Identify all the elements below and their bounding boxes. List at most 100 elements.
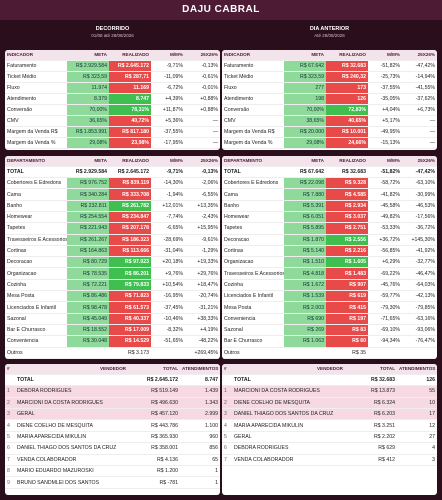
indicator-panel: INDICADOR META REALIZADO M/M% 25X26% Faturame… <box>222 50 437 150</box>
cell: R$ 22.098 <box>284 177 326 190</box>
seller-table: # VENDEDOR TOTAL ATENDIMENTOS TOTAL R$ 2.645.… <box>5 364 220 489</box>
column-header: REALIZADO <box>326 50 368 61</box>
cell: Margem da Venda R$ <box>222 126 284 138</box>
cell: +5,36% <box>151 115 185 127</box>
cell: Ticket Médio <box>5 71 67 83</box>
cell: -20,74% <box>185 290 220 303</box>
cell: -14,94% <box>402 71 437 83</box>
cell: -45,58% <box>368 200 402 212</box>
row: Tapetes R$ 5.895 R$ 2.751 -53,33% -36,72% <box>222 222 437 235</box>
seller-panel: # VENDEDOR TOTAL ATENDIMENTOS TOTAL R$ 32.683… <box>222 364 437 495</box>
cell: +145,30% <box>402 234 437 246</box>
cell: BRUNO SANDMLEI DOS SANTOS <box>15 476 128 489</box>
cell: Outros <box>5 347 67 359</box>
cell: R$ 6.324 <box>345 397 397 410</box>
cell: R$ 323,59 <box>67 71 109 83</box>
cell: R$ 907 <box>326 279 368 292</box>
row: Fluxo 11.974 11.169 -6,72% -0,01% <box>5 82 220 94</box>
cell: Cobertores E Edredons <box>5 177 67 190</box>
cell: +0,88% <box>185 104 220 116</box>
row: 6 DEBORA RODRIGUES R$ 629 4 <box>222 442 437 455</box>
cell: -48,22% <box>185 335 220 348</box>
cell: R$ 2.556 <box>326 234 368 246</box>
cell: TOTAL <box>222 166 284 179</box>
cell: Banho <box>222 200 284 212</box>
cell: R$ 323,59 <box>284 71 326 83</box>
cell: -6,65% <box>151 222 185 235</box>
cell: Cortinas <box>5 245 67 258</box>
cell: 72,83% <box>326 104 368 116</box>
cell: R$ 1.870 <box>284 234 326 246</box>
cell: -71,65% <box>368 313 402 325</box>
cell <box>402 347 437 359</box>
cell: R$ 14.529 <box>109 335 151 348</box>
cell: TOTAL <box>232 374 345 387</box>
row: Conveniencia R$ 690 R$ 197 -71,65% -63,16% <box>222 313 437 325</box>
row: Decoracao R$ 1.870 R$ 2.556 +36,72% +145,30% <box>222 234 437 246</box>
seller-table: # VENDEDOR TOTAL ATENDIMENTOS TOTAL R$ 32.683… <box>222 364 437 467</box>
cell: -1,94% <box>151 188 185 201</box>
cell: 856 <box>180 442 220 455</box>
row: 7 VENDA COLABORADOR R$ 4.136 65 <box>5 454 220 467</box>
cell: R$ 72.221 <box>67 279 109 292</box>
cell <box>5 374 15 387</box>
row: 3 GERAL R$ 457.120 2.999 <box>5 408 220 421</box>
row: 1 MARCIONI DA COSTA RODRIGUES R$ 13.873 55 <box>222 385 437 398</box>
cell: 78,31% <box>109 104 151 116</box>
cell: Mesa Posta <box>5 290 67 303</box>
row: Ticket Médio R$ 323,59 R$ 287,71 -11,09% -0,… <box>5 71 220 83</box>
cell: 1 <box>5 385 15 398</box>
column-header: ATENDIMENTOS <box>180 364 220 375</box>
cell: CMV <box>5 115 67 127</box>
cell: R$ 40.337 <box>109 313 151 325</box>
row: Banho R$ 5.391 R$ 2.934 -45,58% -46,53% <box>222 200 437 212</box>
cell: -9,61% <box>185 234 220 246</box>
cell: R$ 79.833 <box>109 279 151 292</box>
cell: -2,43% <box>185 211 220 224</box>
department-table: DEPARTAMENTO META REALIZADO M/M% 25X26% TOTAL… <box>222 156 437 359</box>
cell: R$ 197 <box>326 313 368 325</box>
cell: VENDA COLABORADOR <box>232 454 345 467</box>
cell: +10,54% <box>151 279 185 292</box>
cell: DIENE COELHO DE MESQUITA <box>232 397 345 410</box>
cell: R$ 358.001 <box>128 442 180 455</box>
cell: R$ 221.943 <box>67 222 109 235</box>
cell: R$ 3.251 <box>345 419 397 432</box>
row: TOTAL R$ 2.645.172 8.747 <box>5 374 220 387</box>
row: Bar E Churrasco R$ 18.552 R$ 17.009 -8,32% +… <box>5 324 220 337</box>
column-header: REALIZADO <box>109 156 151 167</box>
cell: -37,62% <box>402 93 437 105</box>
cell: R$ 1.539 <box>284 290 326 303</box>
cell: -15,13% <box>368 137 402 149</box>
cell: Outros <box>222 347 284 359</box>
cell: Cama <box>5 188 67 201</box>
cell: +18,47% <box>185 279 220 292</box>
cell: 8.747 <box>109 93 151 105</box>
row: Bar E Churrasco R$ 1.063 R$ 60 -94,34% -76,4… <box>222 335 437 348</box>
cell: R$ 365.930 <box>128 431 180 444</box>
cell: -58,72% <box>368 177 402 190</box>
cell: -0,13% <box>185 166 220 179</box>
cell: Conversão <box>5 104 67 116</box>
row: 5 GERAL R$ 2.202 27 <box>222 431 437 444</box>
cell: 11.974 <box>67 82 109 94</box>
cell: 1 <box>180 476 220 489</box>
seller-panel: # VENDEDOR TOTAL ATENDIMENTOS TOTAL R$ 2.645.… <box>5 364 220 495</box>
cell: -53,33% <box>368 222 402 235</box>
cell: R$ 2.934 <box>326 200 368 212</box>
cell: -76,47% <box>402 335 437 348</box>
column-header: M/M% <box>151 156 185 167</box>
cell: R$ 60 <box>326 335 368 348</box>
cell: R$ 45.049 <box>67 313 109 325</box>
cell: 126 <box>397 374 437 387</box>
cell: Decoracao <box>5 256 67 269</box>
cell: -7,74% <box>151 211 185 224</box>
cell: -10,46% <box>151 313 185 325</box>
indicator-panel: INDICADOR META REALIZADO M/M% 25X26% Faturame… <box>5 50 220 150</box>
row: 4 MARIA APARECIDA MIKULIN R$ 3.251 12 <box>222 419 437 432</box>
cell: R$ 519.149 <box>128 385 180 398</box>
cell: Travesseiros E Acessorios <box>5 234 67 246</box>
cell: -69,22% <box>368 267 402 280</box>
cell: -93,06% <box>402 324 437 337</box>
cell: -51,65% <box>151 335 185 348</box>
